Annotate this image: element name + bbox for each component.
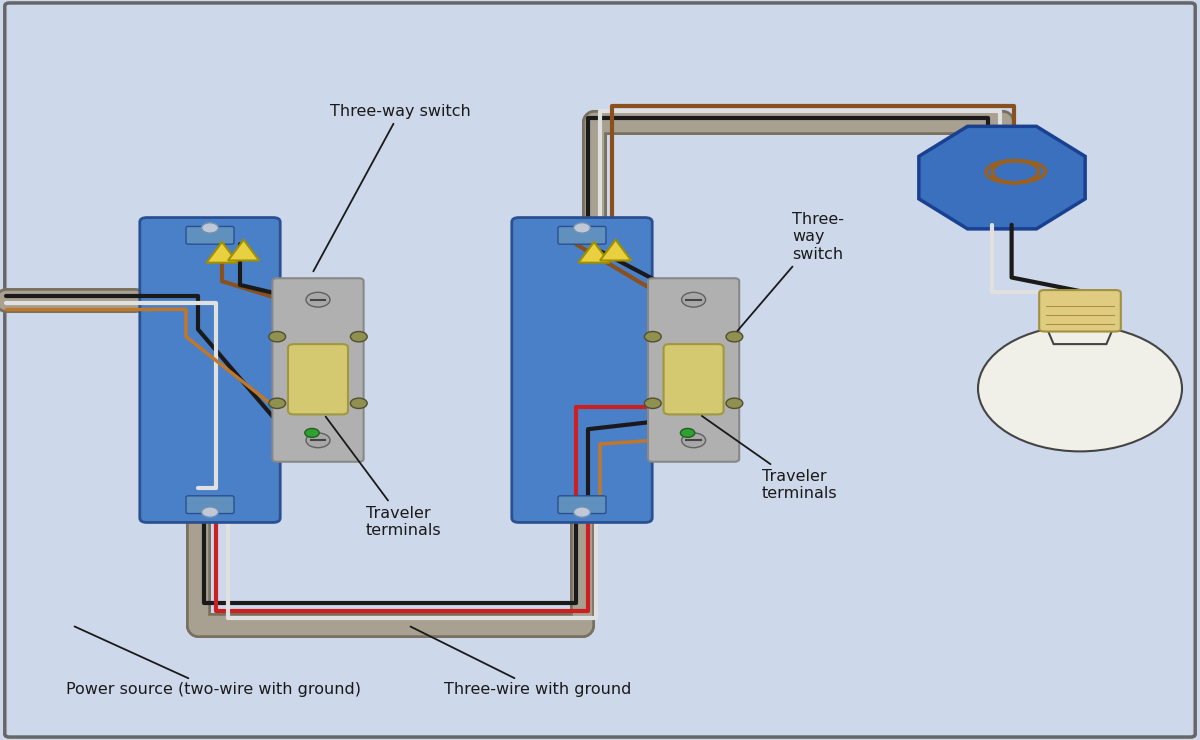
Polygon shape bbox=[578, 242, 610, 263]
FancyBboxPatch shape bbox=[5, 3, 1195, 737]
Circle shape bbox=[574, 507, 590, 517]
FancyBboxPatch shape bbox=[186, 496, 234, 514]
FancyBboxPatch shape bbox=[664, 344, 724, 414]
FancyBboxPatch shape bbox=[186, 226, 234, 244]
Text: Power source (two-wire with ground): Power source (two-wire with ground) bbox=[66, 627, 361, 697]
Text: Traveler
terminals: Traveler terminals bbox=[702, 416, 838, 501]
Circle shape bbox=[269, 398, 286, 408]
Circle shape bbox=[350, 398, 367, 408]
Polygon shape bbox=[228, 240, 259, 260]
Circle shape bbox=[682, 292, 706, 307]
FancyBboxPatch shape bbox=[512, 218, 653, 522]
Text: Traveler
terminals: Traveler terminals bbox=[325, 417, 442, 538]
Circle shape bbox=[202, 223, 218, 233]
FancyBboxPatch shape bbox=[272, 278, 364, 462]
FancyBboxPatch shape bbox=[139, 218, 281, 522]
FancyBboxPatch shape bbox=[1039, 290, 1121, 332]
Text: Three-
way
switch: Three- way switch bbox=[738, 212, 844, 331]
Circle shape bbox=[305, 428, 319, 437]
Text: Three-wire with ground: Three-wire with ground bbox=[410, 627, 631, 697]
Polygon shape bbox=[600, 240, 631, 260]
Polygon shape bbox=[206, 242, 238, 263]
Circle shape bbox=[682, 433, 706, 448]
FancyBboxPatch shape bbox=[648, 278, 739, 462]
Circle shape bbox=[726, 332, 743, 342]
Text: Three-way switch: Three-way switch bbox=[313, 104, 470, 272]
Circle shape bbox=[644, 398, 661, 408]
Circle shape bbox=[269, 332, 286, 342]
Circle shape bbox=[202, 507, 218, 517]
FancyBboxPatch shape bbox=[558, 496, 606, 514]
Circle shape bbox=[574, 223, 590, 233]
Polygon shape bbox=[919, 127, 1085, 229]
Circle shape bbox=[350, 332, 367, 342]
FancyBboxPatch shape bbox=[288, 344, 348, 414]
Circle shape bbox=[644, 332, 661, 342]
Circle shape bbox=[680, 428, 695, 437]
FancyBboxPatch shape bbox=[558, 226, 606, 244]
Circle shape bbox=[978, 326, 1182, 451]
Circle shape bbox=[306, 292, 330, 307]
Polygon shape bbox=[1046, 327, 1114, 344]
Circle shape bbox=[306, 433, 330, 448]
Circle shape bbox=[726, 398, 743, 408]
